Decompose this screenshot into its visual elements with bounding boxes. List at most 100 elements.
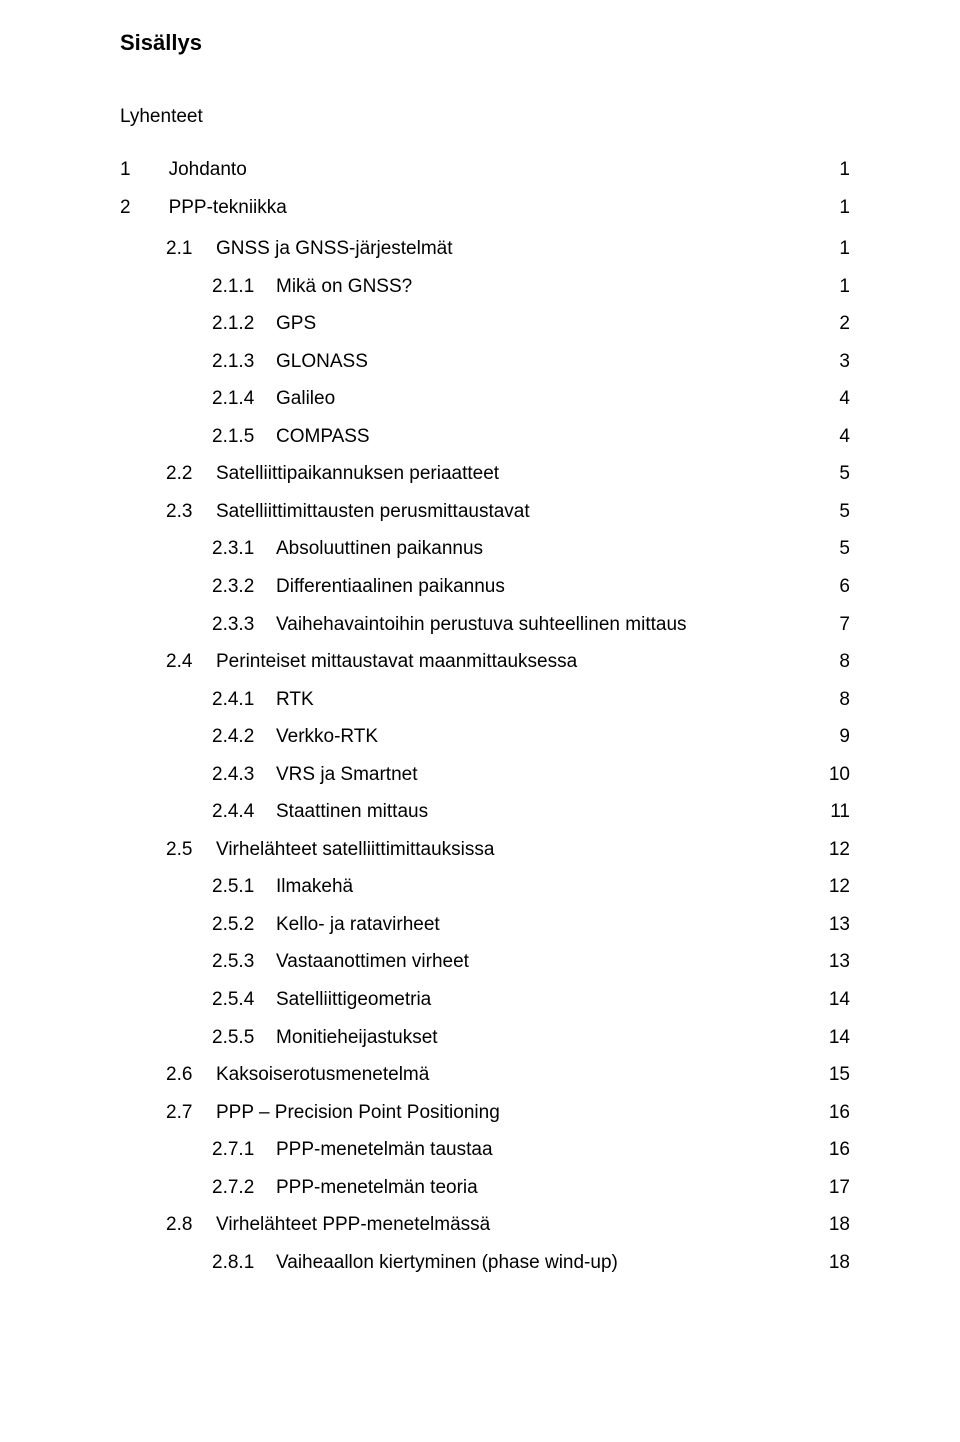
toc-entry-label: Differentiaalinen paikannus bbox=[276, 573, 808, 601]
toc-entry-number: 2.3.2 bbox=[212, 573, 266, 601]
toc-entry-label: GPS bbox=[276, 310, 808, 338]
toc-entry-number: 2.8 bbox=[166, 1211, 206, 1239]
toc-entry-label: Vastaanottimen virheet bbox=[276, 948, 808, 976]
toc-entry-page: 3 bbox=[820, 348, 850, 376]
toc-entry-number: 2.2 bbox=[166, 460, 206, 488]
toc-entry: 2.3.3Vaihehavaintoihin perustuva suhteel… bbox=[120, 611, 850, 639]
toc-entry-page: 16 bbox=[820, 1099, 850, 1127]
toc-body: 2.1 GNSS ja GNSS-järjestelmät 1 2.1.1Mikä o… bbox=[120, 235, 850, 1276]
toc-entry-label: Monitieheijastukset bbox=[276, 1024, 808, 1052]
toc-entry-number: 2.4.1 bbox=[212, 686, 266, 714]
toc-entry: 2.3Satelliittimittausten perusmittaustav… bbox=[120, 498, 850, 526]
toc-entry-page: 8 bbox=[820, 686, 850, 714]
toc-entry: 2.5.4 Satelliittigeometria 14 bbox=[120, 986, 850, 1014]
toc-entry-label: PPP-menetelmän taustaa bbox=[276, 1136, 808, 1164]
toc-entry: 2.4.1 RTK 8 bbox=[120, 686, 850, 714]
toc-entry: 2.1.4 Galileo 4 bbox=[120, 385, 850, 413]
toc-entry-number: 2.1.5 bbox=[212, 423, 266, 451]
toc-front-lyhenteet: Lyhenteet bbox=[120, 106, 850, 128]
toc-entry: 2.4.4 Staattinen mittaus 11 bbox=[120, 798, 850, 826]
toc-entry-page: 4 bbox=[820, 423, 850, 451]
toc-entry-label: Kaksoiserotusmenetelmä bbox=[216, 1061, 808, 1089]
toc-entry: 2.3.2 Differentiaalinen paikannus 6 bbox=[120, 573, 850, 601]
toc-entry-page: 15 bbox=[820, 1061, 850, 1089]
toc-entry-label: Verkko-RTK bbox=[276, 723, 808, 751]
toc-entry-page: 16 bbox=[820, 1136, 850, 1164]
toc-entry: 2.4Perinteiset mittaustavat maanmittauks… bbox=[120, 648, 850, 676]
toc-entry-label: Satelliittigeometria bbox=[276, 986, 808, 1014]
toc-entry-number: 2.8.1 bbox=[212, 1249, 266, 1277]
toc-entry-number: 2.1 bbox=[166, 235, 206, 263]
toc-entry-page: 13 bbox=[820, 911, 850, 939]
toc-entry-label: Galileo bbox=[276, 385, 808, 413]
toc-entry-page: 7 bbox=[820, 611, 850, 639]
toc-entry-label: VRS ja Smartnet bbox=[276, 761, 808, 789]
toc-entry-page: 6 bbox=[820, 573, 850, 601]
toc-entry-label: Ilmakehä bbox=[276, 873, 808, 901]
toc-entry: 2.3.1Absoluuttinen paikannus5 bbox=[120, 535, 850, 563]
toc-entry-page: 10 bbox=[820, 761, 850, 789]
toc-front-johdanto: 1 Johdanto 1 bbox=[120, 156, 850, 184]
toc-entry-page: 13 bbox=[820, 948, 850, 976]
toc-entry-label: COMPASS bbox=[276, 423, 808, 451]
toc-entry-label: GNSS ja GNSS-järjestelmät bbox=[216, 235, 808, 263]
toc-entry: 2.5.1 Ilmakehä 12 bbox=[120, 873, 850, 901]
toc-entry-page: 1 bbox=[820, 156, 850, 184]
toc-entry-number: 2 bbox=[120, 194, 131, 222]
toc-entry-label: GLONASS bbox=[276, 348, 808, 376]
toc-entry-label: Virhelähteet satelliittimittauksissa bbox=[216, 836, 808, 864]
toc-entry: 2.7.2PPP-menetelmän teoria17 bbox=[120, 1174, 850, 1202]
toc-entry-page: 14 bbox=[820, 986, 850, 1014]
toc-entry-label: Staattinen mittaus bbox=[276, 798, 808, 826]
toc-entry-page: 1 bbox=[820, 194, 850, 222]
toc-entry: 2.1.2GPS2 bbox=[120, 310, 850, 338]
toc-entry: 2.1.3 GLONASS 3 bbox=[120, 348, 850, 376]
toc-entry-label: Vaiheaallon kiertyminen (phase wind-up) bbox=[276, 1249, 808, 1277]
toc-entry: 2.1.1Mikä on GNSS?1 bbox=[120, 273, 850, 301]
toc-entry-page: 1 bbox=[820, 235, 850, 263]
toc-entry-label: Virhelähteet PPP-menetelmässä bbox=[216, 1211, 808, 1239]
toc-entry-label: Vaihehavaintoihin perustuva suhteellinen… bbox=[276, 611, 808, 639]
toc-entry-number: 2.4.3 bbox=[212, 761, 266, 789]
toc-title: Sisällys bbox=[120, 30, 850, 56]
toc-entry-number: 2.5.1 bbox=[212, 873, 266, 901]
toc-entry-label: Mikä on GNSS? bbox=[276, 273, 808, 301]
toc-entry-number: 2.5.4 bbox=[212, 986, 266, 1014]
toc-entry-number: 2.5.3 bbox=[212, 948, 266, 976]
toc-entry-number: 2.5.2 bbox=[212, 911, 266, 939]
toc-entry-page: 11 bbox=[820, 798, 850, 826]
toc-entry-page: 17 bbox=[820, 1174, 850, 1202]
toc-entry-page: 18 bbox=[820, 1211, 850, 1239]
toc-entry: 2.7PPP – Precision Point Positioning16 bbox=[120, 1099, 850, 1127]
toc-entry: 2.5Virhelähteet satelliittimittauksissa1… bbox=[120, 836, 850, 864]
toc-entry-number: 2.1.4 bbox=[212, 385, 266, 413]
toc-entry-number: 1 bbox=[120, 156, 131, 184]
toc-entry-label: Kello- ja ratavirheet bbox=[276, 911, 808, 939]
toc-entry-page: 14 bbox=[820, 1024, 850, 1052]
toc-entry-page: 8 bbox=[820, 648, 850, 676]
toc-entry: 2.7.1PPP-menetelmän taustaa16 bbox=[120, 1136, 850, 1164]
toc-entry: 2.8 Virhelähteet PPP-menetelmässä 18 bbox=[120, 1211, 850, 1239]
toc-entry: 2.5.2 Kello- ja ratavirheet 13 bbox=[120, 911, 850, 939]
toc-entry-label: Satelliittipaikannuksen periaatteet bbox=[216, 460, 808, 488]
toc-entry-label: PPP – Precision Point Positioning bbox=[216, 1099, 808, 1127]
toc-entry-label: RTK bbox=[276, 686, 808, 714]
toc-entry-number: 2.5.5 bbox=[212, 1024, 266, 1052]
toc-entry-number: 2.4.4 bbox=[212, 798, 266, 826]
toc-entry-page: 4 bbox=[820, 385, 850, 413]
toc-entry: 2.4.2Verkko-RTK9 bbox=[120, 723, 850, 751]
toc-entry-page: 12 bbox=[820, 836, 850, 864]
toc-entry: 2.8.1 Vaiheaallon kiertyminen (phase wind… bbox=[120, 1249, 850, 1277]
toc-entry-label: PPP-tekniikka bbox=[169, 194, 808, 222]
toc-entry-page: 9 bbox=[820, 723, 850, 751]
toc-entry: 2.5.5 Monitieheijastukset 14 bbox=[120, 1024, 850, 1052]
toc-entry-page: 5 bbox=[820, 535, 850, 563]
toc-entry-label: Perinteiset mittaustavat maanmittauksess… bbox=[216, 648, 808, 676]
toc-entry-page: 5 bbox=[820, 498, 850, 526]
toc-entry-number: 2.3.1 bbox=[212, 535, 266, 563]
toc-entry-number: 2.1.2 bbox=[212, 310, 266, 338]
toc-entry-page: 12 bbox=[820, 873, 850, 901]
toc-entry-label: Lyhenteet bbox=[120, 106, 203, 127]
toc-entry-label: Satelliittimittausten perusmittaustavat bbox=[216, 498, 808, 526]
toc-entry-number: 2.1.3 bbox=[212, 348, 266, 376]
